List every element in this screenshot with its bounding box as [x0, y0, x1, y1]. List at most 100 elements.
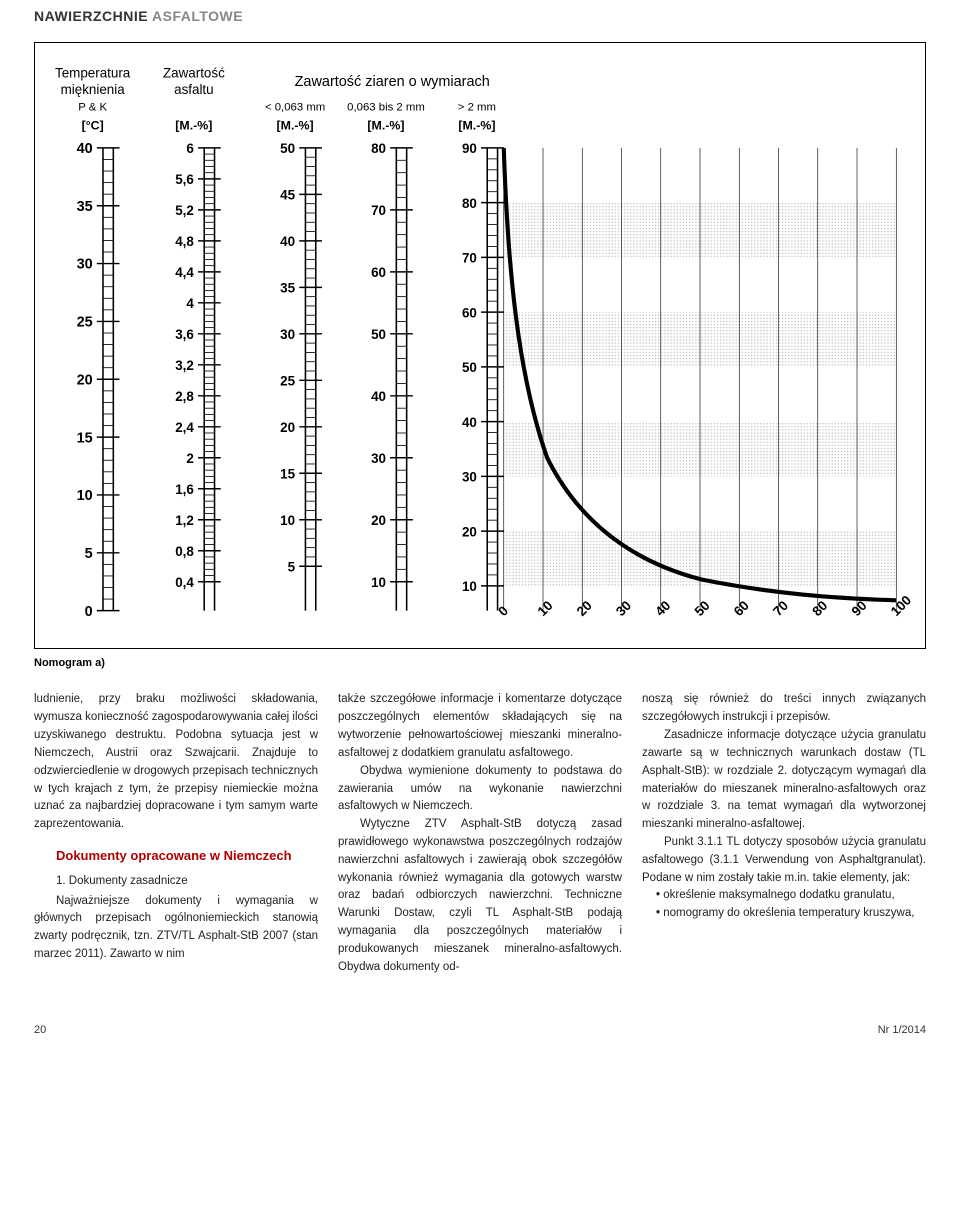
svg-text:25: 25 [280, 373, 295, 388]
col3-p2: Zasadnicze informacje dotyczące użycia g… [642, 727, 926, 834]
svg-text:80: 80 [462, 196, 477, 211]
svg-text:40: 40 [462, 415, 477, 430]
svg-text:0,063 bis 2 mm: 0,063 bis 2 mm [347, 102, 425, 114]
svg-text:4,8: 4,8 [175, 234, 194, 249]
list-item: nomogramy do określenia temperatury krus… [656, 905, 926, 923]
svg-text:> 2 mm: > 2 mm [458, 102, 496, 114]
svg-text:60: 60 [371, 265, 386, 280]
list-item: określenie maksymalnego dodatku granulat… [656, 887, 926, 905]
body-columns: ludnienie, przy braku możliwości składow… [0, 675, 960, 976]
svg-text:Temperatura: Temperatura [55, 66, 131, 81]
svg-text:40: 40 [280, 234, 295, 249]
svg-text:50: 50 [371, 327, 386, 342]
svg-text:0,8: 0,8 [175, 544, 194, 559]
svg-text:2: 2 [186, 451, 193, 466]
svg-text:20: 20 [77, 372, 93, 388]
svg-text:3,2: 3,2 [175, 358, 194, 373]
svg-text:5,6: 5,6 [175, 172, 194, 187]
col1-p1: ludnienie, przy braku możliwości składow… [34, 691, 318, 834]
nomogram-figure: 0 10 20 30 40 50 60 70 80 90 100 Zawartość ziaren o… [34, 42, 926, 669]
col2-p3: Wytyczne ZTV Asphalt-StB dotyczą zasad p… [338, 816, 622, 976]
svg-text:60: 60 [731, 598, 752, 619]
svg-text:6: 6 [186, 141, 193, 156]
svg-text:3,6: 3,6 [175, 327, 194, 342]
svg-text:70: 70 [371, 203, 386, 218]
col3-list: określenie maksymalnego dodatku granulat… [642, 887, 926, 923]
svg-text:60: 60 [462, 305, 477, 320]
col1-p2: Najważniejsze dokumenty i wymagania w gł… [34, 893, 318, 964]
svg-text:35: 35 [77, 199, 93, 215]
svg-text:5,2: 5,2 [175, 203, 194, 218]
col2-p2: Obydwa wymienione dokumenty to podstawa … [338, 763, 622, 816]
svg-text:< 0,063 mm: < 0,063 mm [265, 102, 325, 114]
svg-text:100: 100 [888, 593, 914, 619]
header-left-dark: NAWIERZCHNIE [34, 8, 148, 24]
svg-text:90: 90 [462, 141, 477, 156]
svg-text:5: 5 [288, 559, 296, 574]
svg-text:mięknienia: mięknienia [61, 82, 126, 97]
svg-text:0: 0 [85, 604, 93, 620]
svg-text:[M.-%]: [M.-%] [175, 118, 212, 132]
column-2: także szczegółowe informacje i komentarz… [338, 691, 622, 976]
figure-caption: Nomogram a) [34, 649, 926, 669]
svg-text:4: 4 [186, 296, 194, 311]
svg-text:50: 50 [692, 598, 713, 619]
col2-p1: także szczegółowe informacje i komentarz… [338, 691, 622, 762]
svg-text:10: 10 [280, 513, 295, 528]
svg-text:20: 20 [574, 598, 595, 619]
svg-text:2,8: 2,8 [175, 389, 194, 404]
issue-number: Nr 1/2014 [878, 1024, 926, 1036]
svg-text:70: 70 [462, 251, 477, 266]
svg-text:15: 15 [77, 430, 93, 446]
nomogram-svg: 0 10 20 30 40 50 60 70 80 90 100 Zawartość ziaren o… [41, 57, 919, 635]
svg-text:80: 80 [809, 598, 830, 619]
svg-text:5: 5 [85, 546, 93, 562]
svg-text:15: 15 [280, 466, 295, 481]
svg-text:[M.-%]: [M.-%] [277, 118, 314, 132]
svg-text:1,6: 1,6 [175, 482, 194, 497]
svg-text:10: 10 [535, 598, 556, 619]
svg-text:40: 40 [77, 141, 93, 157]
running-header: NAWIERZCHNIE ASFALTOWE [0, 0, 960, 42]
svg-text:70: 70 [770, 598, 791, 619]
svg-text:1,2: 1,2 [175, 513, 194, 528]
svg-text:50: 50 [280, 141, 295, 156]
chart-box: 0 10 20 30 40 50 60 70 80 90 100 Zawartość ziaren o… [34, 42, 926, 649]
svg-text:Zawartość ziaren o wymiarach: Zawartość ziaren o wymiarach [295, 74, 490, 90]
svg-text:80: 80 [371, 141, 386, 156]
svg-text:50: 50 [462, 360, 477, 375]
svg-text:4,4: 4,4 [175, 265, 194, 280]
column-1: ludnienie, przy braku możliwości składow… [34, 691, 318, 976]
svg-text:30: 30 [462, 470, 477, 485]
header-left-light: ASFALTOWE [152, 8, 243, 24]
col1-subhead: 1. Dokumenty zasadnicze [56, 873, 318, 891]
svg-text:20: 20 [371, 513, 386, 528]
svg-text:[M.-%]: [M.-%] [367, 118, 404, 132]
col3-p1: noszą się również do treści innych związ… [642, 691, 926, 727]
page-number: 20 [34, 1024, 46, 1036]
svg-text:30: 30 [280, 327, 295, 342]
svg-text:40: 40 [652, 598, 673, 619]
svg-text:20: 20 [280, 420, 295, 435]
svg-text:0,4: 0,4 [175, 575, 194, 590]
svg-text:25: 25 [77, 315, 93, 331]
svg-text:30: 30 [371, 451, 386, 466]
column-3: noszą się również do treści innych związ… [642, 691, 926, 976]
svg-text:10: 10 [77, 488, 93, 504]
svg-text:45: 45 [280, 188, 295, 203]
svg-text:2,4: 2,4 [175, 420, 194, 435]
svg-text:Zawartość: Zawartość [163, 66, 225, 81]
svg-text:20: 20 [462, 524, 477, 539]
svg-text:35: 35 [280, 281, 295, 296]
svg-text:asfaltu: asfaltu [174, 82, 214, 97]
section-heading: Dokumenty opracowane w Niemczech [56, 848, 318, 865]
svg-text:10: 10 [462, 579, 477, 594]
svg-text:[M.-%]: [M.-%] [458, 118, 495, 132]
col3-p3: Punkt 3.1.1 TL dotyczy sposobów użycia g… [642, 834, 926, 887]
svg-text:30: 30 [613, 598, 634, 619]
svg-text:30: 30 [77, 257, 93, 273]
svg-text:P & K: P & K [78, 102, 107, 114]
svg-text:[°C]: [°C] [82, 118, 104, 132]
svg-text:40: 40 [371, 389, 386, 404]
page-footer: 20 Nr 1/2014 [0, 976, 960, 1050]
